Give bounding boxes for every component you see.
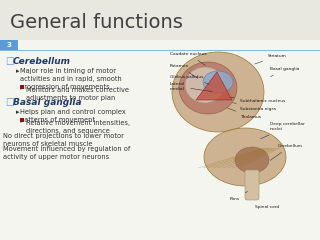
FancyBboxPatch shape: [20, 85, 24, 89]
Text: Spinal cord: Spinal cord: [255, 205, 279, 209]
Text: ▸: ▸: [16, 68, 20, 74]
Text: General functions: General functions: [10, 12, 183, 31]
Ellipse shape: [204, 128, 286, 186]
Text: Caudate nucleus: Caudate nucleus: [170, 52, 207, 66]
Text: Subthalamic nucleus: Subthalamic nucleus: [231, 97, 285, 103]
Text: Relative movement intensities,
directions, and sequence: Relative movement intensities, direction…: [26, 120, 130, 134]
Text: Putamen: Putamen: [170, 64, 198, 78]
Text: Basal ganglia: Basal ganglia: [13, 98, 82, 107]
Text: Pons: Pons: [230, 192, 248, 201]
Text: ☐: ☐: [5, 98, 14, 108]
Text: Deep cerebellar
nuclei: Deep cerebellar nuclei: [260, 122, 305, 139]
Ellipse shape: [172, 52, 264, 132]
Text: No direct projections to lower motor
neurons of skeletal muscle: No direct projections to lower motor neu…: [3, 133, 124, 147]
Ellipse shape: [185, 67, 225, 103]
Ellipse shape: [235, 147, 269, 173]
Text: Major role in timing of motor
activities and in rapid, smooth
progression of mov: Major role in timing of motor activities…: [20, 68, 122, 90]
Text: 3: 3: [7, 42, 12, 48]
Text: Thalamus: Thalamus: [228, 108, 261, 119]
Text: ▸: ▸: [16, 109, 20, 115]
Text: Lateral
medial: Lateral medial: [170, 82, 212, 92]
FancyBboxPatch shape: [245, 170, 259, 200]
Text: Cerebellum: Cerebellum: [270, 144, 303, 160]
Text: Basal ganglia: Basal ganglia: [270, 67, 300, 77]
Text: Globus pallidus: Globus pallidus: [170, 75, 209, 84]
Text: Monitors and makes corrective
adjustments to motor plan: Monitors and makes corrective adjustment…: [26, 87, 129, 101]
Text: Cerebellum: Cerebellum: [13, 57, 71, 66]
Polygon shape: [196, 72, 232, 100]
Ellipse shape: [203, 71, 233, 93]
Text: Striatum: Striatum: [255, 54, 287, 64]
FancyBboxPatch shape: [20, 118, 24, 121]
FancyBboxPatch shape: [0, 0, 320, 40]
Ellipse shape: [179, 62, 237, 114]
Text: ☐: ☐: [5, 57, 14, 67]
Text: Substantia nigra: Substantia nigra: [233, 103, 276, 111]
Text: Movement influenced by regulation of
activity of upper motor neurons: Movement influenced by regulation of act…: [3, 146, 130, 160]
Text: Helps plan and control complex
patterns of movement: Helps plan and control complex patterns …: [20, 109, 126, 123]
FancyBboxPatch shape: [0, 40, 18, 50]
